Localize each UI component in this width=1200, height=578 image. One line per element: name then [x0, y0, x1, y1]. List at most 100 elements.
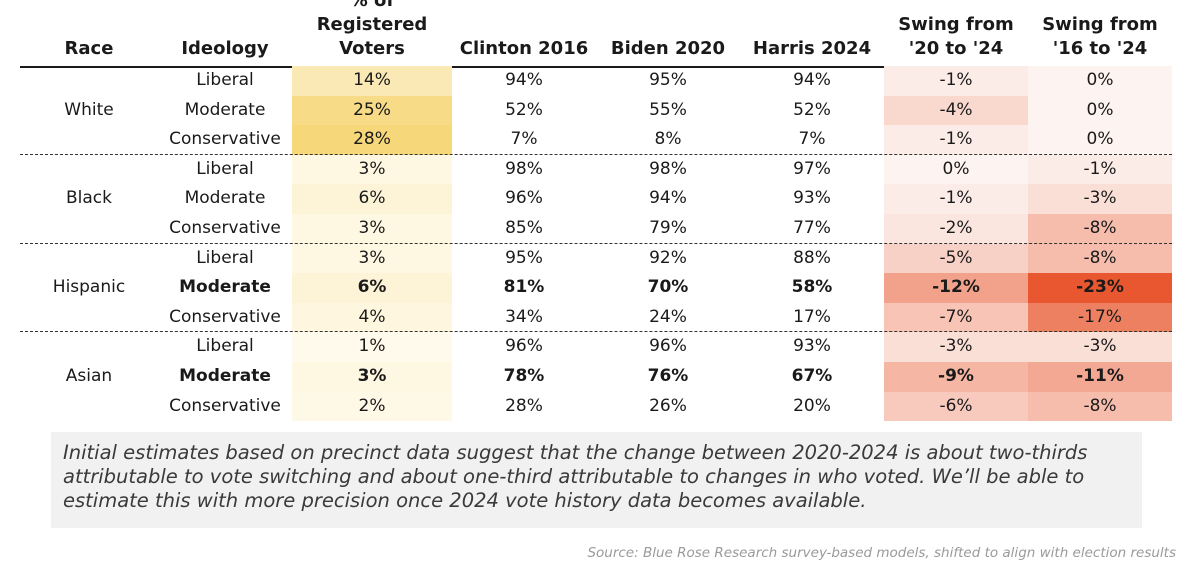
- registered-share-cell: 6%: [292, 273, 452, 303]
- header-clinton-2016: Clinton 2016: [459, 38, 589, 59]
- biden-2020-cell: 24%: [649, 306, 687, 327]
- ideology-cell: Moderate: [179, 277, 271, 298]
- registered-share-cell: 6%: [292, 184, 452, 214]
- swing-20-24-cell: -7%: [884, 302, 1028, 333]
- registered-share-cell: 14%: [292, 66, 452, 96]
- biden-2020-cell: 55%: [649, 99, 687, 120]
- table-row: Conservative 28% 7% 8% 7% -1% 0%: [20, 125, 1172, 155]
- biden-2020-cell: 76%: [647, 366, 689, 386]
- ideology-cell: Conservative: [169, 129, 281, 150]
- header-race: Race: [64, 38, 114, 59]
- clinton-2016-cell: 81%: [503, 277, 545, 298]
- harris-2024-cell: 93%: [793, 188, 831, 209]
- group-divider: [20, 331, 1172, 333]
- harris-2024-cell: 20%: [793, 395, 831, 416]
- harris-2024-cell: 52%: [793, 99, 831, 120]
- ideology-cell: Liberal: [196, 247, 254, 268]
- table-row: Liberal 1% 96% 96% 93% -3% -3%: [20, 332, 1172, 362]
- registered-share-cell: 1%: [292, 332, 452, 362]
- harris-2024-cell: 67%: [791, 366, 833, 386]
- harris-2024-cell: 94%: [793, 70, 831, 90]
- race-label: Black: [66, 188, 112, 209]
- swing-16-24-cell: -8%: [1028, 243, 1172, 274]
- table-row: Liberal 14% 94% 95% 94% -1% 0%: [20, 66, 1172, 96]
- swing-16-24-cell: -23%: [1028, 273, 1172, 303]
- swing-20-24-cell: -6%: [884, 391, 1028, 422]
- clinton-2016-cell: 78%: [503, 366, 545, 386]
- table-row: Conservative 2% 28% 26% 20% -6% -8%: [20, 391, 1172, 422]
- table-row: Liberal 3% 98% 98% 97% 0% -1%: [20, 154, 1172, 185]
- swing-20-24-cell: -12%: [884, 273, 1028, 303]
- header-registered-share: % of Registered Voters: [316, 0, 428, 59]
- harris-2024-cell: 58%: [791, 277, 833, 298]
- biden-2020-cell: 98%: [649, 158, 687, 179]
- registered-share-cell: 3%: [292, 243, 452, 274]
- swing-20-24-cell: -2%: [884, 214, 1028, 244]
- clinton-2016-cell: 34%: [505, 306, 543, 327]
- swing-20-24-cell: -3%: [884, 332, 1028, 362]
- source-note: Source: Blue Rose Research survey-based …: [587, 545, 1176, 561]
- swing-20-24-cell: -4%: [884, 95, 1028, 126]
- ideology-cell: Moderate: [184, 188, 266, 209]
- swing-16-24-cell: -11%: [1028, 362, 1172, 392]
- registered-share-cell: 3%: [292, 154, 452, 185]
- ideology-cell: Liberal: [196, 158, 254, 179]
- clinton-2016-cell: 85%: [505, 218, 543, 238]
- table-row: Moderate 25% 52% 55% 52% -4% 0%: [20, 95, 1172, 126]
- clinton-2016-cell: 52%: [505, 99, 543, 120]
- biden-2020-cell: 8%: [654, 129, 682, 150]
- swing-20-24-cell: -5%: [884, 243, 1028, 274]
- swing-16-24-cell: -17%: [1028, 302, 1172, 333]
- swing-16-24-cell: 0%: [1028, 66, 1172, 96]
- table-row: Conservative 3% 85% 79% 77% -2% -8%: [20, 214, 1172, 244]
- note-box: Initial estimates based on precinct data…: [51, 432, 1142, 528]
- registered-share-cell: 25%: [292, 95, 452, 126]
- ideology-cell: Liberal: [196, 70, 254, 90]
- race-label: Asian: [65, 366, 113, 386]
- race-label: White: [64, 99, 114, 120]
- biden-2020-cell: 79%: [649, 218, 687, 238]
- ideology-cell: Liberal: [196, 336, 254, 357]
- clinton-2016-cell: 96%: [505, 336, 543, 357]
- biden-2020-cell: 26%: [649, 395, 687, 416]
- clinton-2016-cell: 98%: [505, 158, 543, 179]
- harris-2024-cell: 7%: [798, 129, 826, 150]
- header-swing-16-24: Swing from '16 to '24: [1042, 14, 1158, 59]
- group-divider: [20, 153, 1172, 155]
- swing-16-24-cell: -1%: [1028, 154, 1172, 185]
- swing-16-24-cell: -3%: [1028, 184, 1172, 214]
- table-row: Conservative 4% 34% 24% 17% -7% -17%: [20, 302, 1172, 333]
- biden-2020-cell: 94%: [649, 188, 687, 209]
- table-row: Moderate 6% 81% 70% 58% -12% -23%: [20, 273, 1172, 303]
- header-biden-2020: Biden 2020: [610, 38, 726, 59]
- swing-16-24-cell: -8%: [1028, 214, 1172, 244]
- swing-16-24-cell: 0%: [1028, 125, 1172, 155]
- clinton-2016-cell: 96%: [505, 188, 543, 209]
- swing-20-24-cell: -1%: [884, 125, 1028, 155]
- registered-share-cell: 3%: [292, 362, 452, 392]
- clinton-2016-cell: 28%: [505, 395, 543, 416]
- swing-16-24-cell: -8%: [1028, 391, 1172, 422]
- clinton-2016-cell: 94%: [505, 70, 543, 90]
- swing-16-24-cell: 0%: [1028, 95, 1172, 126]
- note-text: Initial estimates based on precinct data…: [63, 441, 1088, 512]
- registered-share-cell: 28%: [292, 125, 452, 155]
- biden-2020-cell: 96%: [649, 336, 687, 357]
- ideology-cell: Conservative: [169, 218, 281, 238]
- ideology-cell: Moderate: [184, 99, 266, 120]
- table-row: Moderate 3% 78% 76% 67% -9% -11%: [20, 362, 1172, 392]
- clinton-2016-cell: 95%: [505, 247, 543, 268]
- harris-2024-cell: 17%: [793, 306, 831, 327]
- ideology-cell: Conservative: [169, 306, 281, 327]
- ideology-cell: Conservative: [169, 395, 281, 416]
- swing-20-24-cell: -1%: [884, 184, 1028, 214]
- harris-2024-cell: 77%: [793, 218, 831, 238]
- biden-2020-cell: 92%: [649, 247, 687, 268]
- biden-2020-cell: 70%: [647, 277, 689, 298]
- table-row: Liberal 3% 95% 92% 88% -5% -8%: [20, 243, 1172, 274]
- harris-2024-cell: 93%: [793, 336, 831, 357]
- clinton-2016-cell: 7%: [510, 129, 538, 150]
- swing-16-24-cell: -3%: [1028, 332, 1172, 362]
- race-label: Hispanic: [52, 277, 126, 298]
- registered-share-cell: 4%: [292, 302, 452, 333]
